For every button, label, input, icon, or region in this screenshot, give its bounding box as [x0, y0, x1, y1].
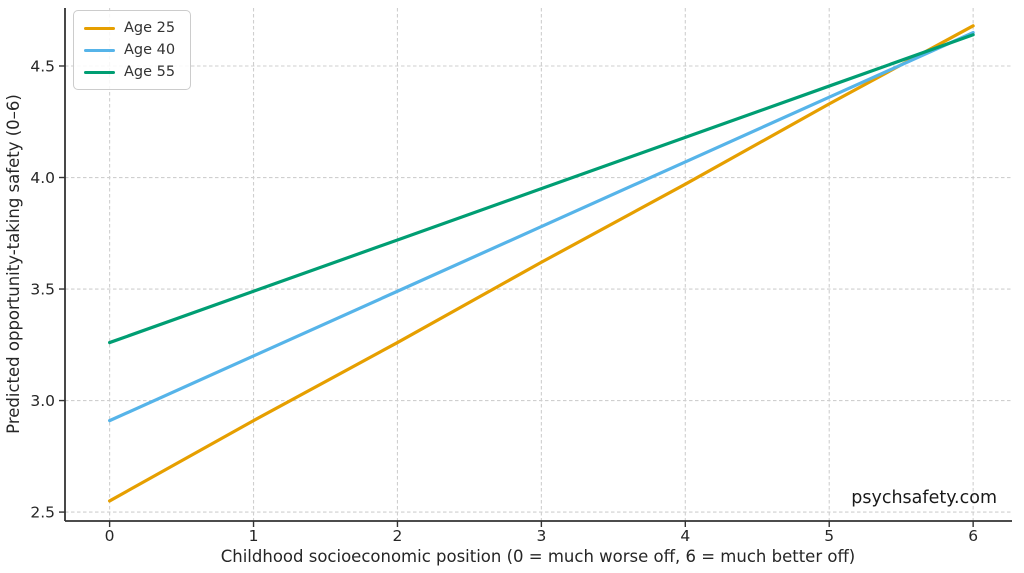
x-tick-label: 4 [680, 527, 690, 545]
series-line-age-55 [108, 33, 975, 345]
legend-item-age-40: Age 40 [84, 41, 175, 59]
y-tick-label: 3.5 [30, 281, 55, 299]
legend-swatch-age-25 [84, 26, 115, 30]
legend-item-age-55: Age 55 [84, 63, 175, 81]
legend-item-age-25: Age 25 [84, 19, 175, 37]
x-tick-label: 5 [824, 527, 834, 545]
legend-swatch-age-55 [84, 70, 115, 74]
grid-layer [65, 8, 1012, 521]
axis-layer: 0 1 2 3 4 5 6 2.5 3.0 3.5 4.0 4.5 [30, 8, 1012, 545]
x-tick-label: 0 [105, 527, 115, 545]
x-tick-label: 2 [393, 527, 403, 545]
watermark-text: psychsafety.com [851, 488, 997, 508]
legend-label: Age 40 [124, 42, 176, 58]
series-line-age-40 [108, 30, 975, 423]
x-tick-label: 6 [968, 527, 978, 545]
y-axis-label: Predicted opportunity-taking safety (0–6… [4, 94, 23, 434]
legend-swatch-age-40 [84, 48, 115, 52]
y-tick-label: 2.5 [30, 504, 55, 522]
y-tick-label: 4.5 [30, 57, 55, 75]
legend-label: Age 55 [124, 64, 176, 80]
series-line-age-25 [108, 24, 975, 503]
x-tick-label: 3 [536, 527, 546, 545]
series-layer [108, 24, 975, 503]
legend: Age 25 Age 40 Age 55 [73, 10, 192, 90]
y-tick-label: 4.0 [30, 169, 55, 187]
x-axis-label: Childhood socioeconomic position (0 = mu… [221, 547, 856, 566]
x-tick-label: 1 [249, 527, 259, 545]
legend-label: Age 25 [124, 20, 176, 36]
y-tick-label: 3.0 [30, 392, 55, 410]
